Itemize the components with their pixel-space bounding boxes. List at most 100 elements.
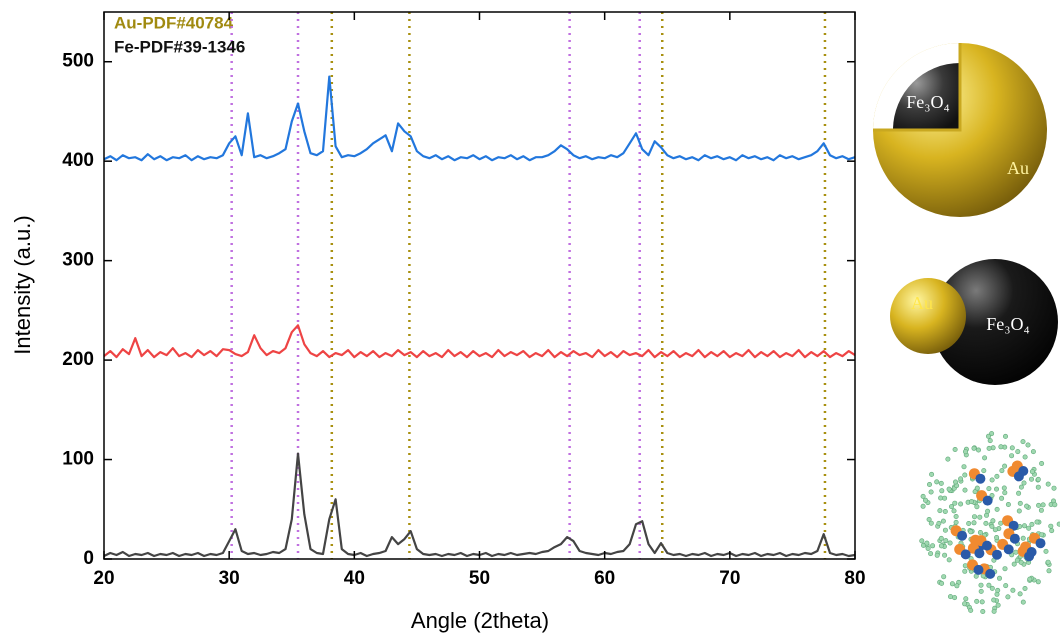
series-line [103, 324, 856, 359]
polymer-bead [989, 477, 995, 483]
polymer-bead [1045, 481, 1051, 487]
series-line [103, 452, 856, 558]
polymer-bead [962, 487, 968, 493]
polymer-bead [958, 501, 964, 507]
x-tick-label: 20 [93, 568, 114, 589]
polymer-bead [1040, 502, 1046, 508]
polymer-bead [1034, 519, 1040, 525]
fe-particle [1008, 520, 1019, 531]
polymer-bead [920, 542, 926, 548]
polymer-bead [1011, 561, 1017, 567]
shell-edge [873, 43, 962, 132]
fe-particle [1003, 544, 1014, 555]
polymer-bead [1025, 442, 1031, 448]
polymer-bead [1051, 485, 1057, 491]
polymer-bead [989, 585, 995, 591]
polymer-bead [1026, 525, 1032, 531]
polymer-bead [1021, 523, 1027, 529]
polymer-bead [991, 597, 997, 603]
polymer-bead [962, 449, 968, 455]
polymer-bead [1001, 485, 1007, 491]
polymer-bead [920, 503, 926, 509]
polymer-bead [962, 563, 968, 569]
polymer-bead [1016, 490, 1022, 496]
polymer-bead [937, 508, 943, 514]
fe-particle [1035, 538, 1046, 549]
polymer-bead [974, 485, 980, 491]
polymer-bead [945, 456, 951, 462]
polymer-bead [986, 486, 992, 492]
polymer-bead [1018, 559, 1024, 565]
y-tick-label: 500 [62, 51, 94, 72]
polymer-bead [1022, 585, 1028, 591]
fe-particle [975, 473, 986, 484]
polymer-bead [968, 499, 974, 505]
y-tick-label: 300 [62, 250, 94, 271]
polymer-bead [942, 552, 948, 558]
x-tick-label: 40 [344, 568, 365, 589]
polymer-bead [1010, 587, 1016, 593]
polymer-bead [949, 581, 955, 587]
polymer-bead [1022, 454, 1028, 460]
polymer-bead [971, 514, 977, 520]
polymer-bead [1029, 469, 1035, 475]
polymer-bead [928, 489, 934, 495]
polymer-bead [983, 520, 989, 526]
polymer-bead [940, 518, 946, 524]
polymer-bead [986, 582, 992, 588]
polymer-bead [947, 594, 953, 600]
fe-particle [974, 548, 985, 559]
y-tick-label: 200 [62, 349, 94, 370]
polymer-bead [995, 602, 1001, 608]
polymer-bead [920, 493, 926, 499]
polymer-bead [1014, 557, 1020, 563]
polymer-bead [962, 601, 968, 607]
polymer-bead [979, 599, 985, 605]
polymer-bead [990, 518, 996, 524]
polymer-bead [1009, 445, 1015, 451]
polymer-bead [1027, 576, 1033, 582]
polymer-bead [958, 476, 964, 482]
polymer-bead [922, 497, 928, 503]
fe3o4-core [893, 63, 960, 130]
polymer-bead [1021, 480, 1027, 486]
y-tick-label: 0 [83, 548, 94, 569]
polymer-bead [1035, 579, 1041, 585]
polymer-bead [943, 538, 949, 544]
fe-particle [982, 495, 993, 506]
polymer-bead [941, 574, 947, 580]
polymer-bead [1039, 460, 1045, 466]
polymer-bead [1018, 484, 1024, 490]
polymer-bead [925, 545, 931, 551]
polymer-bead [953, 519, 959, 525]
polymer-bead [978, 582, 984, 588]
polymer-bead [939, 488, 945, 494]
plot: Au-PDF#40784 Fe-PDF#39-1346 20 30 40 50 60 70 80… [62, 11, 866, 589]
polymer-bead [952, 479, 958, 485]
polymer-bead [989, 523, 995, 529]
polymer-bead [1035, 476, 1041, 482]
polymer-bead [991, 608, 997, 614]
polymer-bead [954, 583, 960, 589]
polymer-bead [934, 479, 940, 485]
polymer-bead [1005, 501, 1011, 507]
polymer-bead [934, 552, 940, 558]
polymer-bead [982, 455, 988, 461]
au-label: Au [911, 293, 933, 313]
polymer-bead [1029, 476, 1035, 482]
polymer-bead [953, 513, 959, 519]
polymer-bead [999, 468, 1005, 474]
y-tick-label: 400 [62, 150, 94, 171]
polymer-bead [928, 520, 934, 526]
polymer-bead [999, 495, 1005, 501]
polymer-bead [996, 575, 1002, 581]
polymer-bead [1015, 449, 1021, 455]
polymer-bead [990, 445, 996, 451]
polymer-bead [936, 520, 942, 526]
polymer-bead [978, 588, 984, 594]
polymer-bead [1002, 433, 1008, 439]
polymer-bead [1017, 500, 1023, 506]
polymer-bead [929, 471, 935, 477]
polymer-bead [968, 607, 974, 613]
